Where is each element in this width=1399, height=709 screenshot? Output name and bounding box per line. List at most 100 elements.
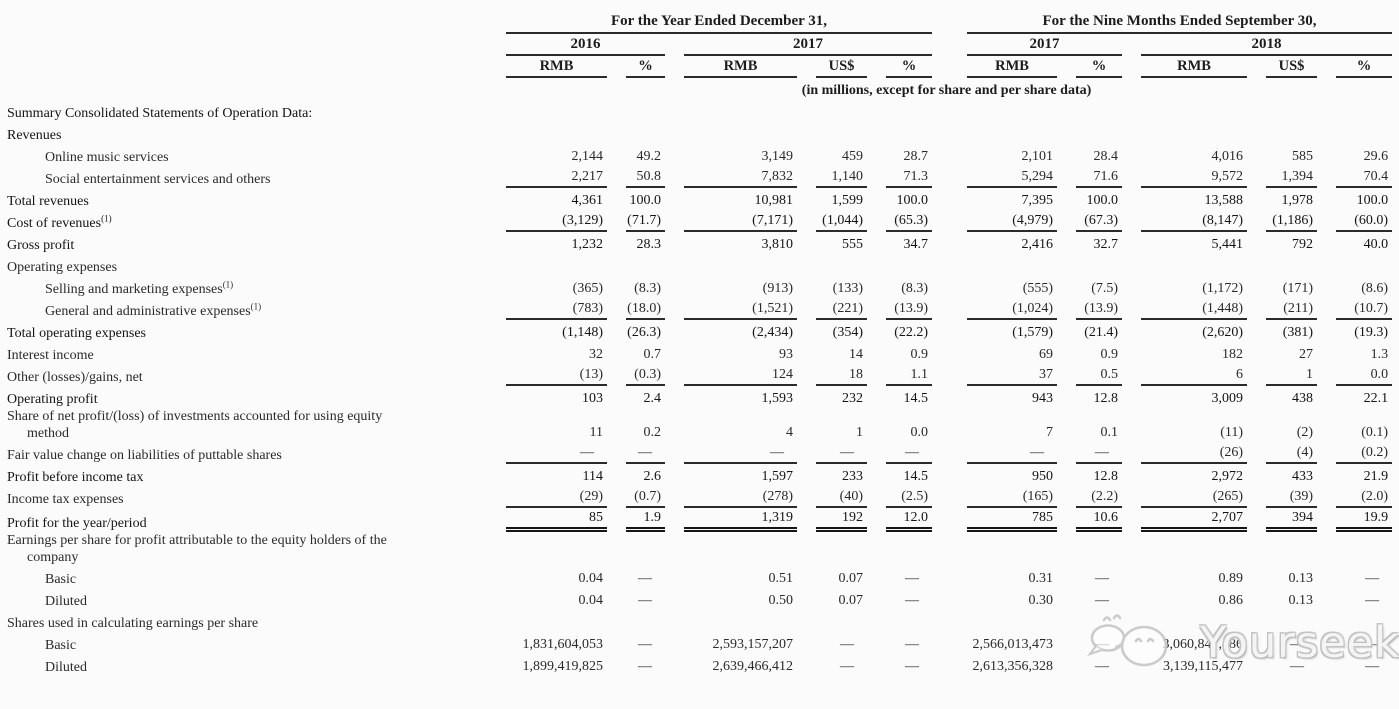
- cell: [1324, 100, 1399, 122]
- cell: 0.50: [768, 593, 794, 608]
- cell: 103: [582, 391, 603, 406]
- row-label: General and administrative expenses(1): [45, 301, 262, 319]
- cell: 124: [672, 364, 804, 386]
- cell: 0.5: [1064, 364, 1129, 386]
- table-row: Fair value change on liabilities of putt…: [0, 442, 1399, 464]
- cell: (4): [1254, 442, 1324, 464]
- cell: 11: [589, 425, 603, 440]
- cell: (354): [832, 325, 863, 340]
- cell: 14.5: [903, 391, 929, 406]
- col-header: %: [874, 56, 939, 78]
- cell: 3,009: [1211, 391, 1244, 406]
- cell: 0.13: [1288, 571, 1314, 586]
- cell: 71.6: [1064, 166, 1129, 188]
- cell: [1254, 254, 1324, 276]
- cell: (1,579): [1012, 325, 1054, 340]
- cell: (29): [494, 486, 614, 508]
- row-label: Diluted: [45, 594, 87, 609]
- cell: (2.0): [1324, 486, 1399, 508]
- cell: —: [905, 571, 920, 586]
- table-row: Online music services 2,144 49.2 3,149 459 28…: [0, 144, 1399, 166]
- cell: 22.1: [1363, 391, 1389, 406]
- cell: (3,129): [494, 210, 614, 232]
- cell: (67.3): [1064, 210, 1129, 232]
- cell: (65.3): [874, 210, 939, 232]
- cell: 2,101: [1021, 149, 1054, 164]
- cell: —: [874, 442, 939, 464]
- cell: [614, 100, 672, 122]
- cell: 1,140: [804, 166, 874, 188]
- row-label: Earnings per share for profit attributab…: [7, 533, 387, 565]
- cell: 182: [1222, 347, 1244, 362]
- cell: [939, 254, 1064, 276]
- column-header-row: RMB % RMB US$ % RMB % RMB US$ %: [0, 56, 1399, 78]
- cell: [1254, 610, 1324, 632]
- table-row: Selling and marketing expenses(1) (365) (8…: [0, 276, 1399, 298]
- cell: [672, 100, 804, 122]
- cell: 7,832: [672, 166, 804, 188]
- cell: [1064, 122, 1129, 144]
- cell: —: [638, 637, 652, 652]
- cell: (13.9): [1064, 298, 1129, 320]
- cell: 12.0: [874, 508, 939, 532]
- cell: [874, 100, 939, 122]
- cell: (783): [494, 298, 614, 320]
- cell: 1,978: [1281, 193, 1314, 208]
- cell: 433: [1292, 469, 1314, 484]
- cell: 28.3: [636, 237, 662, 252]
- cell: 0.13: [1288, 593, 1314, 608]
- col-header: %: [1324, 56, 1399, 78]
- cell: (913): [762, 281, 793, 296]
- table-row: Operating profit 103 2.4 1,593 232 14.5 943 12.…: [0, 386, 1399, 408]
- cell: —: [1095, 659, 1110, 674]
- cell: (39): [1254, 486, 1324, 508]
- cell: [1064, 532, 1129, 566]
- row-label: Total revenues: [7, 194, 89, 209]
- cell: 0.86: [1218, 593, 1244, 608]
- cell: 114: [582, 469, 603, 484]
- cell: (1,172): [1202, 281, 1244, 296]
- cell: 438: [1292, 391, 1314, 406]
- table-row: Diluted 0.04 — 0.50 0.07 — 0.30 — 0.86 0.13 —: [0, 588, 1399, 610]
- cell: —: [614, 442, 672, 464]
- cell: 4,361: [571, 193, 604, 208]
- cell: 2.4: [643, 391, 662, 406]
- cell: 100.0: [1356, 193, 1389, 208]
- row-label: Summary Consolidated Statements of Opera…: [7, 106, 313, 121]
- cell: 950: [1032, 469, 1054, 484]
- table-row: Profit for the year/period 85 1.9 1,319 192 1…: [0, 508, 1399, 532]
- cell: [494, 100, 614, 122]
- cell: —: [939, 442, 1064, 464]
- cell: —: [1365, 637, 1380, 652]
- cell: —: [804, 442, 874, 464]
- cell: 93: [779, 347, 793, 362]
- cell: [1254, 100, 1324, 122]
- cell: (8.3): [634, 281, 661, 296]
- cell: —: [840, 659, 854, 674]
- cell: [1324, 532, 1399, 566]
- table-row: Social entertainment services and others…: [0, 166, 1399, 188]
- cell: 0.1: [1100, 425, 1119, 440]
- cell: 0.7: [643, 347, 662, 362]
- cell: 232: [842, 391, 863, 406]
- cell: 28.4: [1093, 149, 1119, 164]
- cell: 0.07: [838, 571, 864, 586]
- col-header: US$: [804, 56, 874, 78]
- cell: (171): [1282, 281, 1314, 296]
- col-header: %: [1064, 56, 1129, 78]
- row-label: Interest income: [7, 348, 94, 363]
- cell: [874, 254, 939, 276]
- cell: 1.3: [1370, 347, 1389, 362]
- cell: [672, 254, 804, 276]
- cell: 100.0: [629, 193, 662, 208]
- cell: 0.51: [768, 571, 794, 586]
- cell: 1,394: [1254, 166, 1324, 188]
- cell: (555): [1022, 281, 1054, 296]
- cell: 10,981: [754, 193, 794, 208]
- cell: [494, 254, 614, 276]
- cell: 1: [1254, 364, 1324, 386]
- cell: 0.31: [1028, 571, 1054, 586]
- cell: 71.3: [874, 166, 939, 188]
- cell: (4,979): [939, 210, 1064, 232]
- group-header-row: For the Year Ended December 31, For the …: [0, 12, 1399, 34]
